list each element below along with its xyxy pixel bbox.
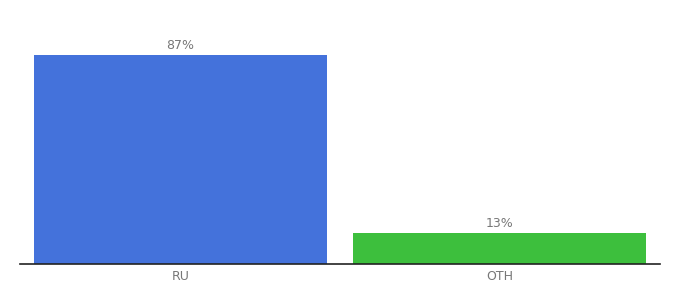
Text: 13%: 13% [486,217,513,230]
Bar [34,55,326,264]
Text: 87%: 87% [166,39,194,52]
Bar [354,233,646,264]
